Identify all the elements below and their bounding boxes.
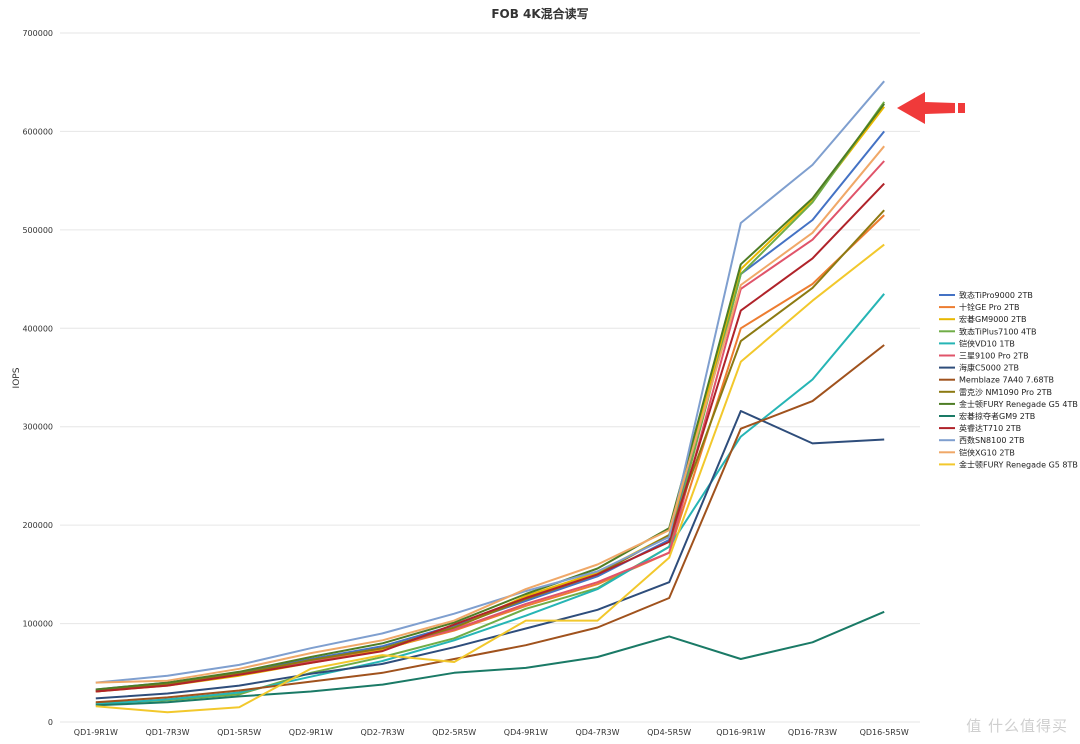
legend-item: 金士顿FURY Renegade G5 4TB (939, 399, 1078, 409)
legend-label: 海康C5000 2TB (959, 363, 1019, 373)
legend-item: 铠侠VD10 1TB (939, 338, 1015, 348)
legend-item: 英睿达T710 2TB (939, 423, 1021, 433)
legend-label: 十铨GE Pro 2TB (959, 302, 1020, 312)
y-tick-label: 100000 (22, 620, 53, 629)
legend-item: 致态TiPro9000 2TB (939, 290, 1033, 300)
legend-label: 宏碁GM9000 2TB (959, 314, 1026, 324)
x-tick-label: QD1-9R1W (74, 728, 118, 737)
x-tick-label: QD4-7R3W (575, 728, 619, 737)
x-tick-label: QD2-9R1W (289, 728, 333, 737)
legend-item: Memblaze 7A40 7.68TB (939, 376, 1054, 385)
x-tick-label: QD16-9R1W (716, 728, 765, 737)
y-axis-label: IOPS (12, 367, 22, 388)
legend-label: Memblaze 7A40 7.68TB (959, 376, 1054, 385)
y-tick-label: 600000 (22, 127, 53, 136)
y-tick-label: 200000 (22, 521, 53, 530)
y-tick-labels: 0 100000 200000 300000 400000 500000 600000 700… (22, 29, 53, 727)
x-tick-label: QD2-5R5W (432, 728, 476, 737)
legend-label: 金士顿FURY Renegade G5 8TB (959, 459, 1078, 469)
y-tick-label: 500000 (22, 226, 53, 235)
series-line (95, 410, 885, 700)
legend-label: 三星9100 Pro 2TB (959, 352, 1029, 361)
x-tick-labels: QD1-9R1W QD1-7R3W QD1-5R5W QD2-9R1W QD2-7R3W… (74, 728, 909, 737)
legend-label: 雷克沙 NM1090 Pro 2TB (959, 388, 1052, 397)
x-tick-label: QD4-5R5W (647, 728, 691, 737)
legend-item: 十铨GE Pro 2TB (939, 302, 1020, 312)
legend-label: 铠侠VD10 1TB (959, 338, 1015, 348)
legend-label: 西数SN8100 2TB (959, 435, 1024, 445)
y-tick-label: 300000 (22, 423, 53, 432)
series-line (95, 243, 885, 714)
highlight-arrow-icon (897, 92, 965, 124)
x-tick-label: QD2-7R3W (360, 728, 404, 737)
legend-item: 三星9100 Pro 2TB (939, 352, 1029, 361)
series-line (95, 209, 885, 693)
legend-item: 致态TiPlus7100 4TB (939, 326, 1037, 336)
legend-item: 西数SN8100 2TB (939, 435, 1024, 445)
y-tick-label: 400000 (22, 324, 53, 333)
series-line (95, 344, 885, 704)
series-line (95, 80, 885, 684)
legend-item: 金士顿FURY Renegade G5 8TB (939, 459, 1078, 469)
x-tick-label: QD16-7R3W (788, 728, 837, 737)
legend-label: 致态TiPlus7100 4TB (959, 326, 1037, 336)
x-tick-label: QD1-7R3W (145, 728, 189, 737)
series-line (95, 182, 885, 693)
y-tick-label: 700000 (22, 29, 53, 38)
legend-item: 宏碁掠夺者GM9 2TB (939, 411, 1035, 421)
series-line (95, 214, 885, 692)
legend-item: 海康C5000 2TB (939, 363, 1019, 373)
grid (60, 32, 920, 723)
legend-label: 金士顿FURY Renegade G5 4TB (959, 399, 1078, 409)
series-line (95, 103, 885, 691)
watermark: 值 什么值得买 (966, 717, 1068, 735)
legend-item: 宏碁GM9000 2TB (939, 314, 1026, 324)
y-tick-label: 0 (48, 718, 53, 727)
series-line (95, 145, 885, 684)
legend-label: 宏碁掠夺者GM9 2TB (959, 411, 1035, 421)
legend-item: 雷克沙 NM1090 Pro 2TB (939, 388, 1052, 397)
series-line (95, 293, 885, 706)
x-tick-label: QD4-9R1W (504, 728, 548, 737)
legend: 致态TiPro9000 2TB 十铨GE Pro 2TB 宏碁GM9000 2TB 致… (939, 290, 1078, 469)
x-tick-label: QD16-5R5W (860, 728, 909, 737)
legend-item: 铠侠XG10 2TB (939, 447, 1015, 457)
series-line (95, 101, 886, 705)
legend-label: 致态TiPro9000 2TB (959, 290, 1033, 300)
series-line (95, 610, 885, 707)
series-lines (95, 80, 886, 714)
legend-label: 铠侠XG10 2TB (959, 447, 1015, 457)
x-tick-label: QD1-5R5W (217, 728, 261, 737)
chart-title: FOB 4K混合读写 (491, 6, 588, 21)
legend-label: 英睿达T710 2TB (959, 423, 1021, 433)
